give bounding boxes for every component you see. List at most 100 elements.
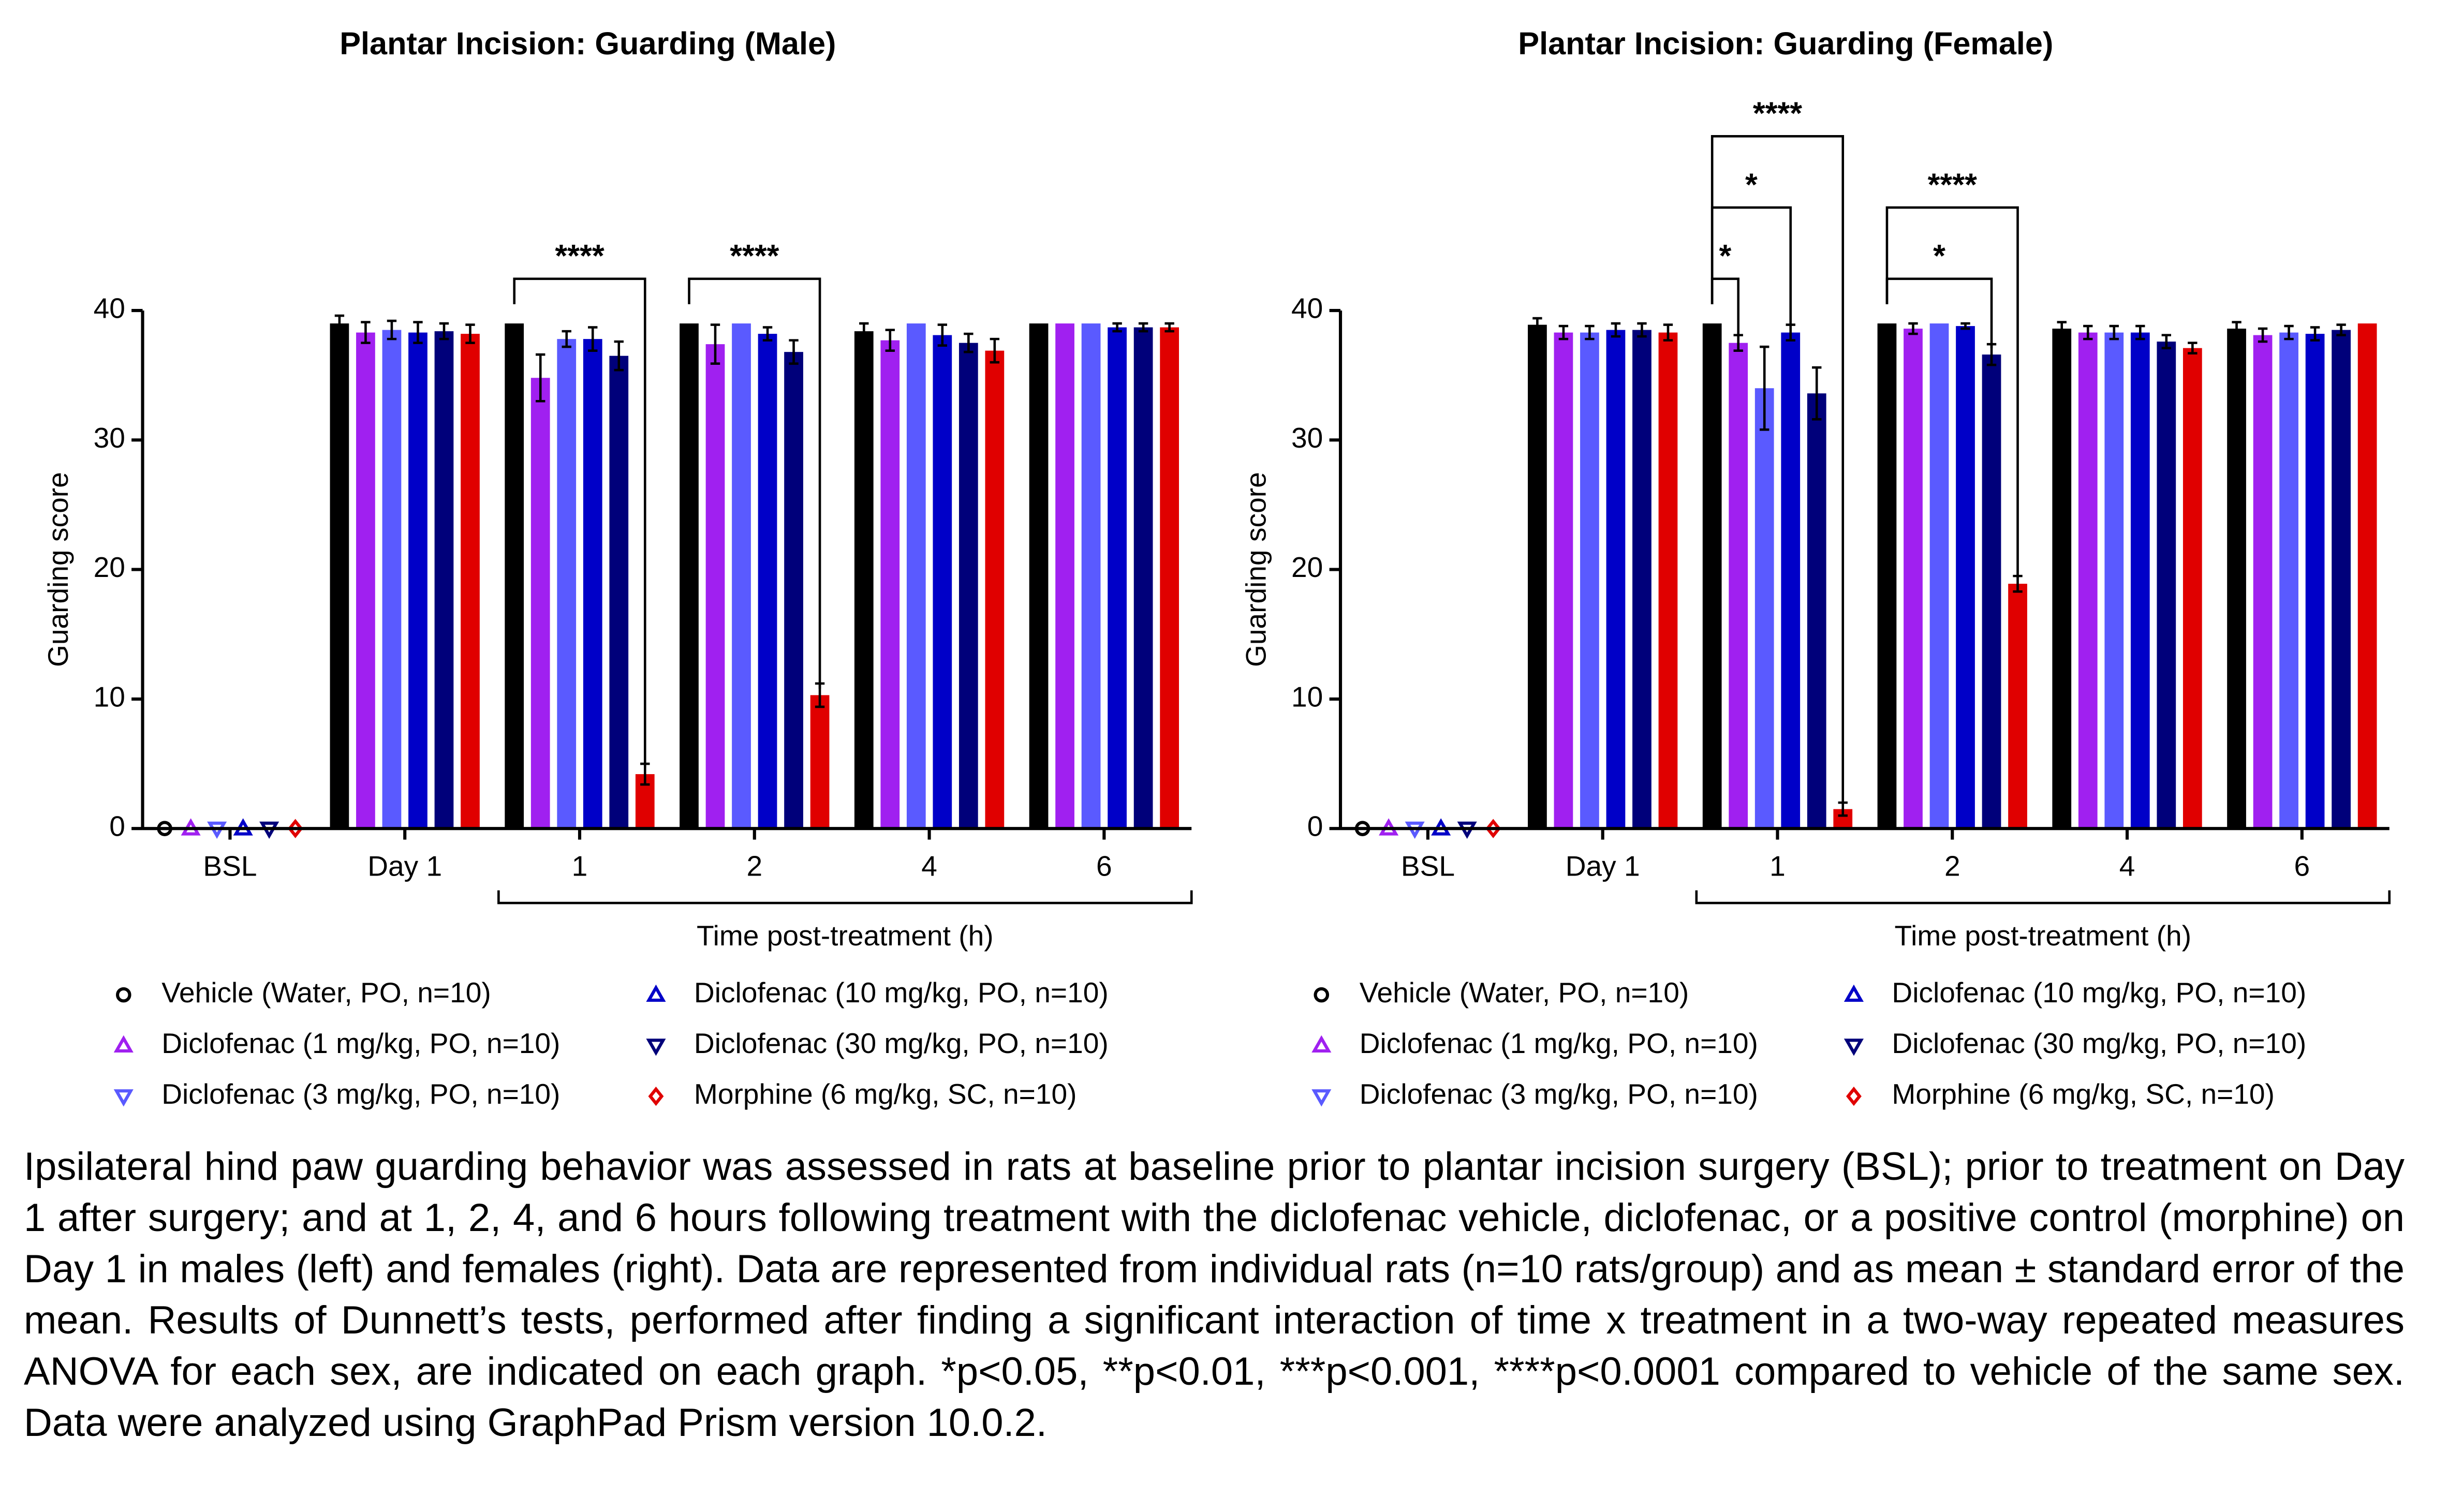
x-tick-label: BSL [203, 850, 257, 882]
y-tick-label: 10 [1291, 680, 1323, 713]
bar [1658, 332, 1678, 829]
chart-title: Plantar Incision: Guarding (Female) [1518, 26, 2053, 61]
point-marker [287, 819, 303, 838]
x-tick-label: 1 [572, 850, 588, 882]
error-bar [2284, 324, 2294, 340]
legend-label: Morphine (6 mg/kg, SC, n=10) [694, 1078, 1077, 1110]
bar [2227, 329, 2246, 829]
error-bar [762, 326, 773, 342]
bar [1606, 330, 1626, 829]
legend-marker [646, 984, 666, 1002]
error-bar [387, 319, 397, 340]
significance-label: **** [1753, 96, 1802, 131]
legend-label: Diclofenac (1 mg/kg, PO, n=10) [1360, 1027, 1758, 1059]
legend-label: Diclofenac (1 mg/kg, PO, n=10) [161, 1027, 560, 1059]
legend-marker [1844, 1039, 1864, 1056]
error-bar [1637, 322, 1647, 338]
bar [1729, 343, 1748, 829]
bar [382, 330, 402, 829]
significance-label: **** [730, 238, 779, 273]
legend-marker [1844, 984, 1864, 1002]
significance-bracket [688, 277, 821, 689]
legend-marker [113, 1035, 134, 1053]
error-bar [334, 314, 345, 333]
bar [2157, 342, 2176, 829]
bar [1807, 393, 1826, 829]
significance-label: * [1933, 238, 1945, 273]
error-bar [614, 340, 624, 372]
bar [758, 334, 777, 829]
bar [1160, 327, 1179, 829]
legend-marker [1311, 1089, 1332, 1107]
error-bar [439, 322, 449, 340]
bar [1929, 323, 1949, 829]
legend-marker [1314, 987, 1330, 1003]
bar [505, 323, 524, 829]
y-tick-label: 0 [1307, 810, 1323, 842]
legend-label: Vehicle (Water, PO, n=10) [1360, 976, 1689, 1009]
point-marker [1485, 819, 1501, 838]
error-bar [1164, 322, 1174, 333]
bar [854, 331, 874, 829]
chart-title: Plantar Incision: Guarding (Male) [340, 26, 836, 61]
bar [1055, 323, 1074, 829]
bar [705, 344, 725, 829]
bar [680, 323, 699, 829]
legend-marker [116, 987, 131, 1003]
bar [434, 331, 454, 829]
bar [530, 378, 550, 829]
y-tick-label: 30 [1291, 422, 1323, 454]
bar [2332, 330, 2351, 829]
y-tick-label: 10 [94, 680, 125, 713]
bar [732, 323, 751, 829]
x-axis-label: Time post-treatment (h) [697, 920, 994, 952]
error-bar [562, 330, 571, 348]
error-bar [536, 353, 545, 403]
x-tick-label: 4 [2119, 850, 2135, 882]
bar [2052, 329, 2072, 829]
bar [1081, 323, 1101, 829]
bar [609, 355, 629, 829]
error-bar [2258, 327, 2268, 343]
y-tick-label: 40 [1291, 292, 1323, 324]
error-bar [937, 323, 948, 347]
bar [958, 343, 978, 829]
x-tick-label: 6 [2294, 850, 2310, 882]
error-bar [1960, 322, 1970, 330]
bar [583, 339, 602, 829]
error-bar [2083, 324, 2093, 340]
significance-bracket [513, 277, 646, 768]
bar [1754, 388, 1774, 829]
bar [985, 350, 1005, 829]
error-bar [2232, 321, 2241, 336]
bar [1528, 324, 1547, 829]
bar [1108, 327, 1127, 829]
error-bar [789, 339, 799, 365]
error-bar [885, 329, 895, 352]
bar [1702, 323, 1722, 829]
bar [1580, 332, 1599, 829]
bar [810, 695, 830, 829]
bar [1632, 330, 1651, 829]
error-bar [2135, 324, 2145, 340]
error-bar [465, 323, 475, 344]
legend-label: Diclofenac (30 mg/kg, PO, n=10) [694, 1027, 1109, 1059]
error-bar [1585, 324, 1595, 340]
bar [906, 323, 926, 829]
significance-label: * [1719, 238, 1732, 273]
legend-marker [1311, 1035, 1332, 1053]
x-tick-label: 1 [1769, 850, 1786, 882]
error-bar [2188, 342, 2198, 354]
significance-label: **** [555, 238, 604, 273]
legend-label: Diclofenac (10 mg/kg, PO, n=10) [694, 976, 1109, 1009]
bar [880, 340, 900, 829]
bar [1029, 323, 1049, 829]
legend-label: Morphine (6 mg/kg, SC, n=10) [1892, 1078, 2275, 1110]
legend-marker [113, 1089, 134, 1107]
significance-label: **** [1928, 167, 1977, 202]
error-bar [1532, 317, 1542, 333]
error-bar [2109, 324, 2119, 340]
error-bar [1760, 345, 1769, 431]
error-bar [1558, 324, 1569, 340]
